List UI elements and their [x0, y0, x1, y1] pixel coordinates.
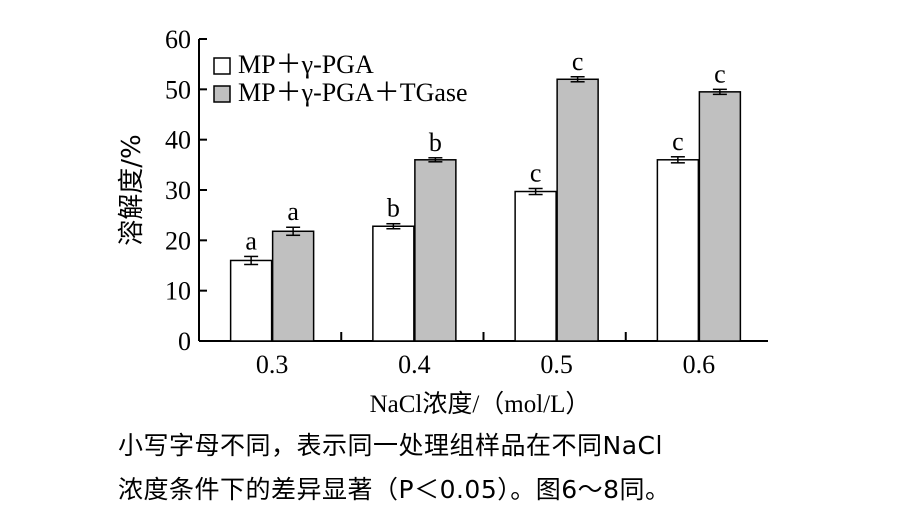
significance-letter: b: [387, 194, 400, 223]
y-axis-label-group: 溶解度/%: [117, 134, 147, 245]
y-tick-label: 20: [165, 226, 191, 255]
y-axis-label: 溶解度/%: [117, 134, 147, 245]
bar: [514, 190, 557, 342]
bar: [271, 230, 315, 342]
x-tick-label: 0.5: [540, 350, 573, 379]
x-tick-label: 0.6: [683, 350, 716, 379]
x-tick-label: 0.4: [398, 350, 431, 379]
y-tick-label: 40: [165, 126, 191, 155]
y-tick-label: 60: [165, 25, 191, 54]
significance-letter: c: [572, 47, 584, 76]
legend-swatch: [213, 57, 231, 75]
bar-chart: 0 10 20 30 40 50 60 0.3 a a 0.4 b b 0.5 c c 0.6 c c MP＋γ-PG…: [117, 25, 768, 418]
legend-swatch: [213, 85, 231, 103]
bar: [414, 159, 457, 342]
y-tick-label: 0: [178, 327, 191, 356]
figure-note-line-2: 浓度条件下的差异显著（P＜0.05）。图6～8同。: [118, 475, 671, 504]
significance-letter: b: [429, 128, 442, 157]
bar: [698, 91, 742, 342]
x-axis-label: NaCl浓度/（mol/L）: [370, 390, 591, 418]
legend-label: MP＋γ-PGA＋TGase: [238, 78, 468, 107]
significance-letter: a: [245, 226, 257, 255]
bar: [372, 225, 415, 342]
figure-note-line-1: 小写字母不同，表示同一处理组样品在不同NaCl: [118, 431, 663, 460]
significance-letter: a: [287, 197, 299, 226]
bar: [229, 259, 273, 342]
significance-letter: c: [714, 59, 726, 88]
bar: [556, 78, 599, 342]
bar: [656, 159, 700, 342]
legend-label: MP＋γ-PGA: [238, 50, 374, 79]
y-tick-label: 30: [165, 176, 191, 205]
y-tick-label: 50: [165, 75, 191, 104]
significance-letter: c: [530, 158, 542, 187]
x-tick-label: 0.3: [256, 350, 289, 379]
y-tick-label: 10: [165, 277, 191, 306]
plot-area: 0 10 20 30 40 50 60 0.3 a a 0.4 b b 0.5 c c 0.6 c c MP＋γ-PG…: [165, 25, 768, 379]
significance-letter: c: [672, 127, 684, 156]
